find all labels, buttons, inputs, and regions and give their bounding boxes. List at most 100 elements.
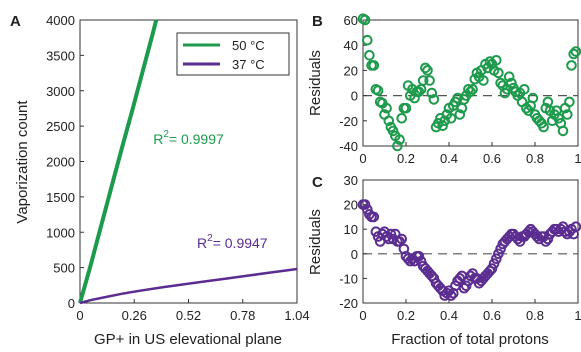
r-squared-value-50c: = 0.9997 xyxy=(169,131,224,147)
scatter-point xyxy=(415,255,427,267)
scatter-point xyxy=(413,86,425,98)
series-line-37c xyxy=(79,267,298,305)
x-tick-label: 0 xyxy=(359,308,366,323)
y-tick-label: 20 xyxy=(344,63,358,78)
scatter-point xyxy=(564,96,575,108)
scatter-point xyxy=(396,233,408,245)
x-tick-label: 0.6 xyxy=(483,151,501,166)
y-tick-label: 3000 xyxy=(46,84,75,99)
scatter-point xyxy=(422,65,433,76)
scatter-point xyxy=(362,34,373,46)
panel-c-axes-box xyxy=(362,179,579,304)
r-squared-annotation-50c: R2= 0.9997 xyxy=(153,129,224,147)
scatter-point xyxy=(570,221,581,232)
scatter-point xyxy=(486,263,498,274)
r-squared-sup-37c: 2 xyxy=(207,233,213,244)
y-tick-label: 30 xyxy=(344,173,358,188)
x-tick-label: 1 xyxy=(574,308,581,323)
y-tick-label: -40 xyxy=(339,139,358,154)
scatter-point xyxy=(428,94,440,105)
scatter-point xyxy=(467,84,478,95)
x-tick-label: 0.2 xyxy=(397,151,415,166)
x-tick-label: 0.78 xyxy=(230,308,255,323)
y-tick-label: 0 xyxy=(68,296,75,311)
scatter-point xyxy=(359,199,371,210)
scatter-point xyxy=(495,77,506,89)
x-tick-label: 0.4 xyxy=(440,151,458,166)
scatter-point xyxy=(566,60,577,71)
y-tick-label: 2500 xyxy=(46,119,75,134)
legend-entry-37c: 37 °C xyxy=(232,57,265,72)
scatter-point xyxy=(437,120,448,132)
y-tick-label: -20 xyxy=(339,296,358,311)
scatter-point xyxy=(531,231,543,242)
scatter-point xyxy=(503,71,515,82)
scatter-point xyxy=(428,273,440,284)
panel-b-axes-box xyxy=(362,19,579,147)
panel-b: B 0 0.2 0.4 0.6 0.8 1 -40 -20 0 20 40 60 Residuals xyxy=(307,13,581,166)
y-tick-label: 20 xyxy=(344,198,358,213)
scatter-point xyxy=(495,243,506,255)
scatter-point xyxy=(557,125,569,137)
x-tick-label: 0.2 xyxy=(397,308,415,323)
y-tick-label: 1000 xyxy=(46,225,75,240)
scatter-point xyxy=(368,60,380,71)
scatter-point xyxy=(493,248,504,260)
y-tick-label: 500 xyxy=(53,261,75,276)
panel-c-y-ticks: -20 -10 0 10 20 30 xyxy=(339,173,367,311)
panel-c-x-axis-label: Fraction of total protons xyxy=(391,331,549,348)
panel-b-points xyxy=(357,13,581,152)
scatter-point xyxy=(387,125,399,137)
scatter-point xyxy=(454,109,466,120)
panel-a-x-axis-label: GP+ in US elevational plane xyxy=(94,331,282,348)
panel-c: C 0 0.2 0.4 0.6 0.8 1 -20 -10 0 10 20 30 Fraction … xyxy=(307,173,581,348)
panel-a-x-ticks: 0 0.26 0.52 0.78 1.04 xyxy=(76,299,310,323)
y-tick-label: 4000 xyxy=(46,13,75,28)
x-tick-label: 0 xyxy=(359,151,366,166)
scatter-point xyxy=(426,270,438,282)
x-tick-label: 0 xyxy=(76,308,83,323)
y-tick-label: -20 xyxy=(339,114,358,129)
panel-c-points xyxy=(357,199,581,301)
y-tick-label: 2000 xyxy=(46,155,75,170)
r-squared-value-37c: = 0.9947 xyxy=(213,235,268,251)
scatter-point xyxy=(392,140,403,152)
scatter-point xyxy=(493,67,504,79)
scatter-point xyxy=(491,55,502,66)
scatter-point xyxy=(368,211,380,223)
panel-b-y-ticks: -40 -20 0 20 40 60 xyxy=(339,13,367,154)
scatter-point xyxy=(562,109,573,120)
y-tick-label: -10 xyxy=(339,271,358,286)
scatter-point xyxy=(568,48,580,60)
y-tick-label: 0 xyxy=(351,89,358,104)
r-squared-sup-50c: 2 xyxy=(163,129,169,140)
x-tick-label: 0.6 xyxy=(483,308,501,323)
scatter-point xyxy=(394,236,405,247)
scatter-point xyxy=(364,50,375,61)
panel-c-y-axis-label: Residuals xyxy=(307,209,324,275)
scatter-point xyxy=(439,115,451,127)
scatter-point xyxy=(400,102,412,114)
scatter-point xyxy=(519,84,530,95)
scatter-point xyxy=(424,75,435,86)
legend-box xyxy=(176,32,290,76)
scatter-point xyxy=(420,62,431,74)
scatter-point xyxy=(405,255,416,267)
scatter-point xyxy=(426,87,438,99)
scatter-point xyxy=(413,250,425,262)
x-tick-label: 0.26 xyxy=(122,308,147,323)
panel-b-x-ticks: 0 0.2 0.4 0.6 0.8 1 xyxy=(359,142,581,166)
panel-c-x-ticks: 0 0.2 0.4 0.6 0.8 1 xyxy=(359,299,581,323)
legend: 50 °C 37 °C xyxy=(176,32,290,76)
x-tick-label: 0.4 xyxy=(440,308,458,323)
x-tick-label: 0.8 xyxy=(526,308,544,323)
scatter-point xyxy=(488,258,500,269)
scatter-point xyxy=(484,56,496,67)
panel-label-b: B xyxy=(312,13,323,30)
scatter-point xyxy=(478,75,489,86)
scatter-point xyxy=(359,14,371,26)
scatter-point xyxy=(362,204,373,215)
scatter-point xyxy=(506,77,517,89)
scatter-point xyxy=(381,102,392,114)
